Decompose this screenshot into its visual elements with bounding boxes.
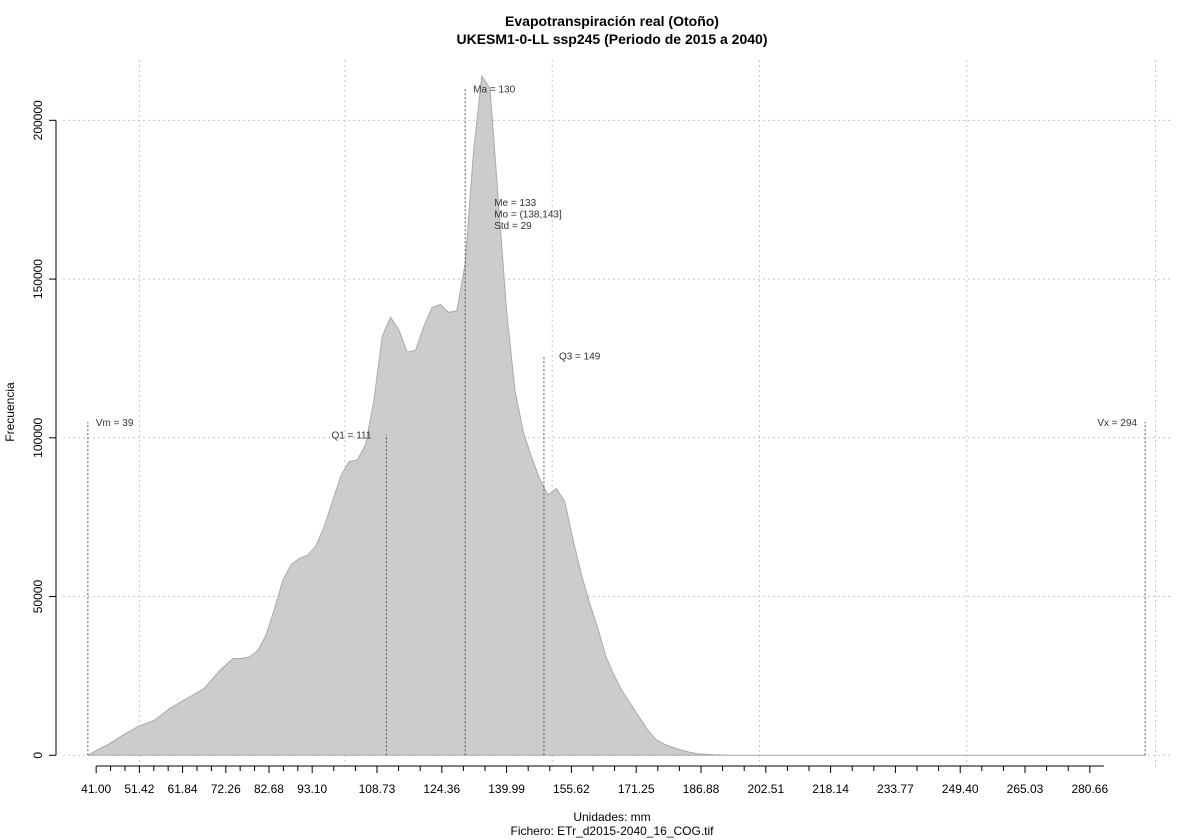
caption: Fichero: ETr_d2015-2040_16_COG.tif — [511, 824, 715, 838]
x-tick-label: 155.62 — [553, 782, 590, 796]
stat-label: Ma = 130 — [473, 85, 515, 96]
y-tick-label: 100000 — [31, 417, 45, 457]
stat-lines — [87, 88, 1146, 756]
density-curve — [87, 74, 1146, 756]
x-tick-label: 265.03 — [1007, 782, 1044, 796]
stat-text: Me = 133 — [494, 198, 536, 209]
stat-label: Q3 = 149 — [559, 351, 601, 362]
x-tick-label: 218.14 — [812, 782, 849, 796]
y-tick-label: 200000 — [31, 100, 45, 140]
stat-label: Vm = 39 — [96, 418, 134, 429]
chart-subtitle: UKESM1-0-LL ssp245 (Periodo de 2015 a 20… — [457, 31, 768, 47]
stat-label: Vx = 294 — [1097, 418, 1137, 429]
x-tick-label: 249.40 — [942, 782, 979, 796]
y-tick-label: 150000 — [31, 259, 45, 299]
x-tick-label: 41.00 — [81, 782, 111, 796]
x-tick-label: 233.77 — [877, 782, 914, 796]
y-tick-label: 50000 — [31, 580, 45, 614]
x-tick-label: 280.66 — [1071, 782, 1108, 796]
x-axis-label: Unidades: mm — [573, 810, 650, 824]
x-tick-label: 82.68 — [254, 782, 284, 796]
x-tick-label: 139.99 — [488, 782, 525, 796]
x-tick-label: 202.51 — [747, 782, 784, 796]
x-axis: 41.00 51.42 61.84 72.26 82.68 93.10 108.73 124.… — [81, 765, 1108, 796]
chart-title: Evapotranspiración real (Otoño) — [505, 13, 719, 29]
density-area — [87, 74, 1146, 756]
stat-text: Mo = (138,143] — [494, 210, 562, 221]
x-tick-label: 186.88 — [683, 782, 720, 796]
x-tick-label: 124.36 — [423, 782, 460, 796]
x-tick-label: 93.10 — [297, 782, 327, 796]
stat-text: Std = 29 — [494, 221, 532, 232]
y-axis: 0 50000 100000 150000 200000 — [31, 100, 57, 759]
x-tick-label: 51.42 — [124, 782, 154, 796]
y-axis-label: Frecuencia — [3, 382, 17, 442]
x-tick-label: 61.84 — [168, 782, 198, 796]
x-tick-label: 72.26 — [211, 782, 241, 796]
stat-label: Q1 = 111 — [331, 431, 371, 442]
annotations: Vm = 39 Q1 = 111 Ma = 130 Q3 = 149 Vx = 294 M… — [96, 85, 1138, 442]
x-tick-label: 171.25 — [618, 782, 655, 796]
y-tick-label: 0 — [31, 752, 45, 759]
x-tick-label: 108.73 — [359, 782, 396, 796]
